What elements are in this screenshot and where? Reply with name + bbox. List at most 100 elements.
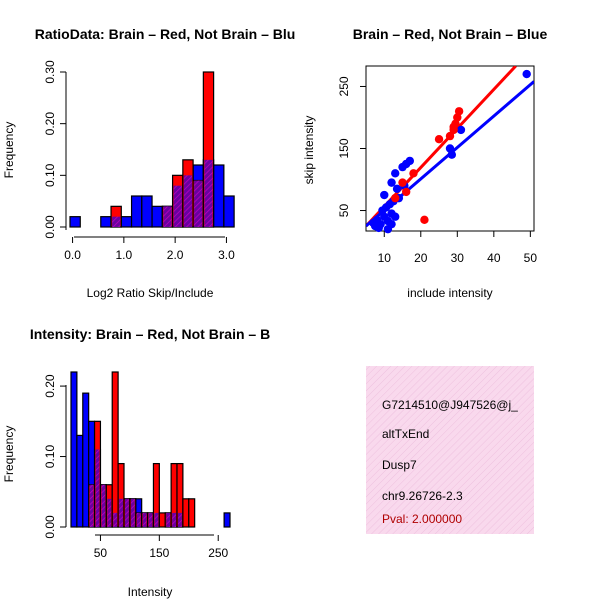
bar-2-overlap [107, 498, 112, 527]
intensity-scatter: Brain – Red, Not Brain – Blue 10 20 30 40 50… [302, 26, 547, 300]
info-gene: Dusp7 [382, 458, 417, 472]
y-tick-label: 0.30 [43, 60, 57, 84]
intensity-histogram: Intensity: Brain – Red, Not Brain – B 50… [2, 326, 270, 599]
x-tick-label: 150 [149, 546, 169, 560]
point-brain [434, 134, 444, 144]
x-tick-label: 2.0 [167, 248, 184, 262]
point-not-brain [387, 219, 396, 229]
point-not-brain [391, 169, 400, 178]
info-location: chr9.26726-2.3 [382, 489, 463, 503]
ratio-histogram-title: RatioData: Brain – Red, Not Brain – Blu [35, 26, 296, 42]
bar-2-brain [158, 512, 166, 528]
bar-2-overlap [101, 484, 106, 527]
x-tick-label: 50 [94, 546, 108, 560]
scatter-ticks: 10 20 30 40 50 50 150 250 [337, 76, 537, 265]
ratio-x-label: Log2 Ratio Skip/Include [87, 286, 214, 300]
point-not-brain [392, 184, 402, 194]
point-not-brain [447, 150, 457, 159]
y-tick-label: 0.10 [43, 163, 57, 187]
scatter-points [369, 69, 531, 234]
bar-0-overlap [194, 180, 203, 227]
intensity-x-label: Intensity [128, 585, 173, 599]
bar-2-overlap [130, 498, 135, 527]
info-panel: G7214510@J947526@j_ altTxEnd Dusp7 chr9.… [366, 366, 534, 534]
bar-2-overlap [125, 498, 129, 527]
point-brain [454, 107, 464, 116]
intensity-ticks: 50 150 250 0.00 0.10 0.20 [43, 374, 229, 560]
x-tick-label: 0.0 [64, 248, 81, 262]
ratio-brain-bars [110, 71, 215, 228]
bar-0-not-brain [223, 195, 235, 228]
info-event-type: altTxEnd [382, 427, 429, 441]
y-tick-label: 0.20 [43, 112, 57, 136]
y-tick-label: 0.00 [43, 515, 57, 539]
intensity-histogram-title: Intensity: Brain – Red, Not Brain – B [30, 326, 270, 342]
point-not-brain [387, 178, 396, 187]
y-tick-label: 0.00 [43, 215, 57, 239]
point-brain [445, 131, 455, 141]
bar-0-overlap [112, 216, 121, 227]
bar-2-not-brain [223, 512, 231, 528]
bar-0-not-brain [151, 205, 163, 228]
bar-2-overlap [142, 512, 147, 527]
info-id-label: G7214510@J947526@j_ [382, 398, 518, 412]
x-tick-label: 30 [451, 251, 465, 265]
y-tick-label: 0.20 [43, 374, 57, 398]
bar-2-overlap [166, 512, 171, 527]
point-brain [409, 169, 418, 178]
bar-2-overlap [113, 512, 118, 527]
y-tick-label: 150 [337, 138, 351, 158]
bar-2-not-brain [82, 392, 90, 528]
bar-0-overlap [204, 159, 213, 227]
x-tick-label: 3.0 [218, 248, 235, 262]
point-not-brain [522, 69, 531, 79]
bar-0-not-brain [130, 195, 143, 228]
bar-0-not-brain [213, 164, 225, 228]
y-tick-label: 0.10 [43, 445, 57, 469]
point-brain [449, 122, 458, 131]
point-not-brain [391, 212, 400, 221]
bar-0-overlap [183, 175, 193, 227]
bar-2-overlap [148, 512, 153, 527]
bar-2-brain [111, 371, 119, 528]
x-tick-label: 20 [414, 251, 428, 265]
ratio-y-label: Frequency [2, 122, 16, 179]
scatter-y-label: skip intensity [302, 116, 316, 185]
bar-2-overlap [136, 512, 141, 527]
bar-0-not-brain [100, 216, 112, 228]
point-brain [398, 178, 407, 187]
bar-2-brain [182, 498, 190, 528]
x-tick-label: 40 [487, 251, 501, 265]
point-brain [391, 193, 400, 203]
x-tick-label: 250 [208, 546, 228, 560]
bar-2-overlap [178, 512, 182, 527]
bar-2-overlap [89, 484, 94, 527]
point-not-brain [405, 156, 415, 166]
bar-2-not-brain [70, 371, 78, 528]
intensity-brain-bars [88, 371, 196, 528]
bar-2-overlap [172, 512, 176, 527]
y-tick-label: 250 [337, 76, 351, 96]
ratio-histogram: RatioData: Brain – Red, Not Brain – Blu … [2, 26, 295, 300]
bar-0-not-brain [69, 216, 81, 228]
intensity-y-label: Frequency [2, 426, 16, 483]
bar-2-overlap [95, 449, 100, 527]
scatter-x-label: include intensity [407, 286, 492, 300]
x-tick-label: 10 [378, 251, 392, 265]
bar-0-not-brain [120, 216, 133, 228]
bar-0-not-brain [141, 195, 153, 228]
bar-2-overlap [154, 512, 159, 527]
x-tick-label: 1.0 [116, 248, 133, 262]
info-panel-background [366, 366, 534, 534]
info-pval: Pval: 2.000000 [382, 512, 462, 526]
bar-2-brain [188, 498, 196, 528]
y-tick-label: 50 [337, 204, 351, 218]
x-tick-label: 50 [524, 251, 538, 265]
point-not-brain [380, 190, 389, 200]
bar-0-overlap [163, 206, 172, 227]
bar-2-overlap [119, 498, 123, 527]
point-not-brain [456, 125, 466, 135]
point-brain [420, 215, 429, 225]
scatter-title: Brain – Red, Not Brain – Blue [353, 26, 548, 42]
